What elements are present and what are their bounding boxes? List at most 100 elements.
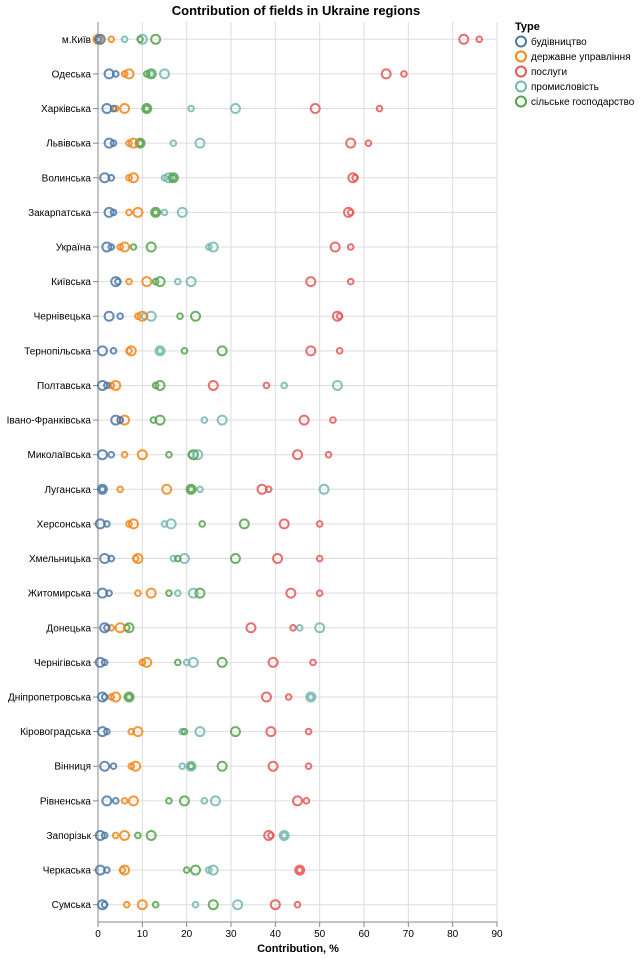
y-tick-label: Закарпатська <box>28 208 91 219</box>
data-point <box>307 693 315 701</box>
data-point <box>194 726 206 738</box>
data-point <box>150 206 162 218</box>
legend-label: будівництво <box>531 36 587 48</box>
data-point <box>107 243 116 251</box>
data-point <box>145 241 157 253</box>
data-point <box>267 831 275 840</box>
data-point <box>119 864 131 876</box>
data-point <box>101 795 113 807</box>
data-point <box>109 762 118 771</box>
data-point <box>141 276 153 288</box>
data-point <box>163 172 175 184</box>
data-point <box>180 347 189 355</box>
data-point <box>165 518 177 530</box>
data-point <box>127 518 139 530</box>
data-point <box>114 622 126 634</box>
data-point <box>150 33 162 45</box>
data-point <box>103 866 111 874</box>
data-point <box>109 139 118 147</box>
data-point <box>154 379 166 391</box>
data-point <box>400 70 408 78</box>
data-point <box>272 553 284 565</box>
data-point <box>180 727 189 736</box>
data-point <box>94 35 102 44</box>
data-point <box>335 347 344 355</box>
data-point <box>380 68 392 80</box>
data-point <box>182 866 191 874</box>
data-point <box>96 483 108 495</box>
data-point <box>136 449 148 461</box>
data-point <box>120 450 129 459</box>
data-point <box>100 693 109 701</box>
data-point <box>103 520 111 528</box>
data-point <box>329 241 341 253</box>
data-point <box>238 518 250 530</box>
data-point <box>134 137 146 149</box>
data-point <box>190 310 202 322</box>
data-point <box>305 691 317 703</box>
data-point <box>160 208 169 217</box>
data-point <box>136 310 148 322</box>
data-point <box>207 864 219 876</box>
data-point <box>174 554 182 563</box>
data-point <box>293 900 302 909</box>
data-point <box>123 900 131 909</box>
y-tick-label: Харківська <box>41 104 91 115</box>
y-tick-label: Вінниця <box>54 762 91 773</box>
data-point <box>232 899 244 911</box>
data-point <box>116 416 124 424</box>
data-point <box>154 414 166 426</box>
data-point <box>109 208 118 217</box>
data-point <box>107 173 116 182</box>
data-point <box>145 587 157 599</box>
data-point <box>267 656 279 668</box>
data-point <box>111 797 120 805</box>
data-point <box>141 656 153 668</box>
data-point <box>103 206 115 218</box>
data-point <box>159 68 170 80</box>
data-point <box>119 241 131 253</box>
data-point <box>103 727 111 736</box>
data-point <box>132 726 144 738</box>
y-tick-label: Миколаївська <box>28 450 92 461</box>
data-point <box>96 379 108 391</box>
y-tick-label: Чернігівська <box>34 658 91 669</box>
data-point <box>165 797 173 805</box>
data-point <box>154 345 166 357</box>
data-point <box>103 310 115 322</box>
y-tick-label: Донецька <box>46 623 91 634</box>
data-point <box>94 829 106 841</box>
data-point <box>96 726 108 738</box>
data-point <box>346 243 355 251</box>
legend-symbol <box>515 95 527 108</box>
data-point <box>174 589 182 597</box>
data-point <box>194 587 206 599</box>
data-point <box>269 899 281 911</box>
data-point <box>132 553 144 565</box>
data-point <box>207 379 219 391</box>
x-axis-title: Contribution, % <box>257 943 339 955</box>
data-point <box>315 520 324 528</box>
legend-symbol <box>515 65 527 78</box>
data-point <box>125 208 133 217</box>
data-point <box>309 658 317 667</box>
data-point <box>119 103 131 115</box>
data-point <box>305 276 317 288</box>
data-point <box>265 726 277 738</box>
data-point <box>200 797 209 805</box>
data-point <box>475 35 484 44</box>
data-point <box>100 831 109 840</box>
data-point <box>127 137 139 149</box>
data-point <box>169 554 178 563</box>
data-point <box>134 589 142 597</box>
data-point <box>292 795 303 807</box>
data-point <box>103 381 111 390</box>
data-point <box>346 277 355 286</box>
data-point <box>229 553 241 565</box>
x-tick-label: 70 <box>403 929 415 940</box>
data-point <box>111 70 120 78</box>
data-point <box>123 691 135 703</box>
data-point <box>292 449 303 461</box>
data-point <box>229 103 241 115</box>
